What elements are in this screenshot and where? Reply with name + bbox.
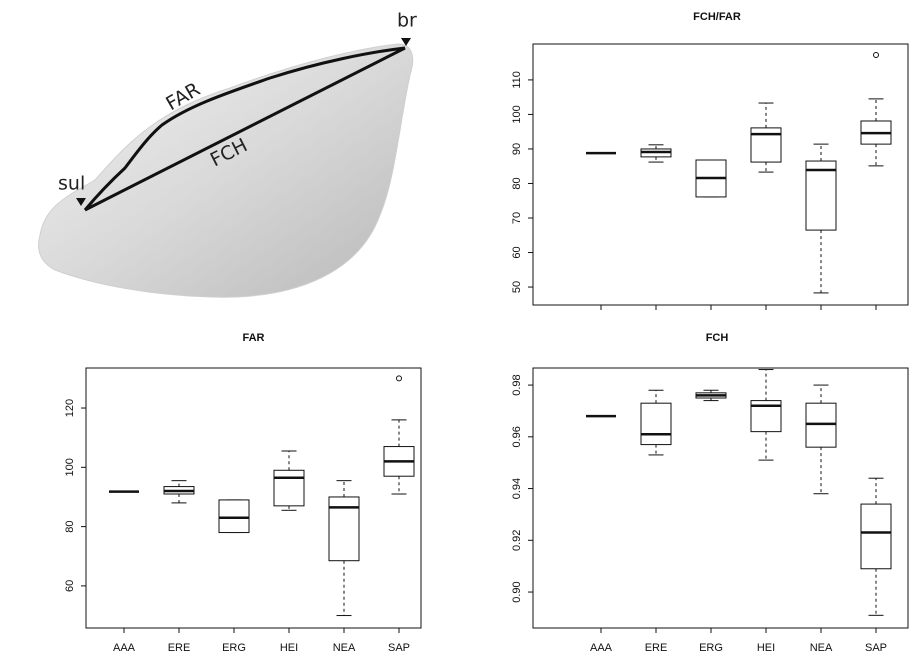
- box: [273, 469, 305, 507]
- box: [640, 402, 672, 446]
- y-tick-label: 80: [511, 177, 523, 189]
- x-tick-label: AAA: [590, 642, 613, 654]
- br-marker: [401, 38, 411, 46]
- x-tick-label: NEA: [333, 642, 356, 654]
- y-tick-label: 0.90: [511, 581, 523, 602]
- br-label: br: [397, 10, 417, 32]
- chart: FCH 0.90 0.92 0.94 0.96 0.98 AAA ERE ERG HEI NEA SA…: [511, 332, 909, 654]
- plot-frame: [85, 367, 422, 629]
- x-tick-label: NEA: [810, 642, 833, 654]
- y-tick-label: 100: [511, 105, 523, 123]
- x-tick-label: SAP: [388, 642, 410, 654]
- chart-title: FAR: [243, 332, 265, 344]
- box: [805, 160, 837, 231]
- chart: FCH/FAR 50 60 70 80 90 100 110: [511, 11, 909, 310]
- y-tick-label: 70: [511, 212, 523, 224]
- y-tick-label: 60: [511, 246, 523, 258]
- plot-frame: [532, 367, 909, 629]
- bone: [38, 43, 414, 298]
- y-tick-label: 0.96: [511, 426, 523, 447]
- y-tick-label: 100: [64, 458, 76, 476]
- fch-line: [84, 46, 406, 212]
- x-tick-label: ERG: [699, 642, 723, 654]
- bone-illustration: br FAR FCH sul: [38, 10, 417, 298]
- x-tick-label: ERE: [645, 642, 668, 654]
- y-tick-label: 80: [64, 520, 76, 532]
- y-tick-label: 60: [64, 580, 76, 592]
- box: [805, 402, 837, 448]
- sul-label: sul: [58, 173, 85, 195]
- x-tick-label: ERE: [168, 642, 191, 654]
- y-tick-label: 110: [511, 71, 523, 89]
- sul-marker: [76, 198, 86, 206]
- box: [218, 499, 250, 534]
- chart: FAR 60 80 100 120 AAA ERE ERG HEI NEA SAP: [64, 332, 422, 654]
- y-tick-label: 120: [64, 399, 76, 417]
- y-tick-label: 90: [511, 143, 523, 155]
- x-tick-label: AAA: [113, 642, 136, 654]
- y-tick-label: 0.94: [511, 478, 523, 499]
- outlier: [396, 375, 402, 382]
- chart-title: FCH: [706, 332, 729, 344]
- y-tick-label: 0.92: [511, 530, 523, 551]
- far-curve: [83, 46, 406, 211]
- chart-title: FCH/FAR: [693, 11, 741, 23]
- y-tick-label: 0.98: [511, 374, 523, 395]
- outlier: [873, 52, 879, 59]
- x-tick-label: ERG: [222, 642, 246, 654]
- x-tick-label: SAP: [865, 642, 887, 654]
- box: [860, 503, 892, 570]
- x-tick-label: HEI: [280, 642, 298, 654]
- x-tick-label: HEI: [757, 642, 775, 654]
- y-tick-label: 50: [511, 281, 523, 293]
- plot-frame: [532, 43, 909, 306]
